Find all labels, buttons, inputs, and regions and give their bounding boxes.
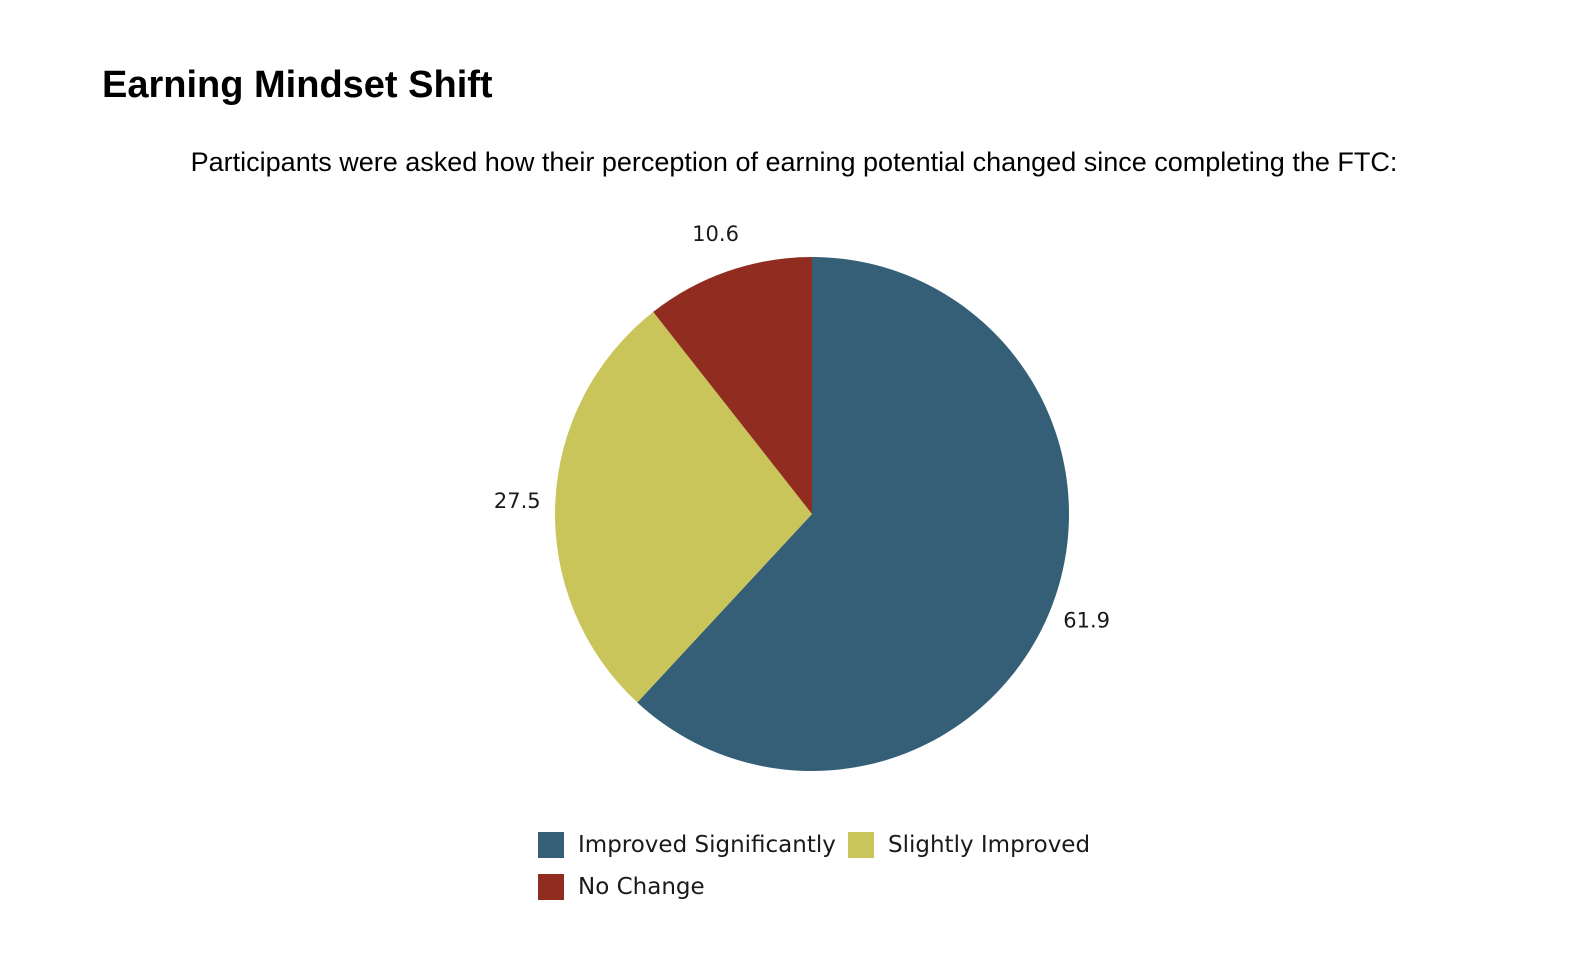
legend-label: Slightly Improved bbox=[888, 832, 1091, 858]
pie-value-labels: 61.9 27.5 10.6 bbox=[494, 222, 1110, 633]
legend-swatch bbox=[538, 874, 564, 900]
pie-value-label-improved-significantly: 61.9 bbox=[1063, 609, 1110, 633]
legend-swatch bbox=[848, 832, 874, 858]
legend-item-slightly-improved: Slightly Improved bbox=[848, 832, 1090, 858]
legend-swatch bbox=[538, 832, 564, 858]
chart-subtitle: Participants were asked how their percep… bbox=[190, 147, 1398, 177]
chart-title: Earning Mindset Shift bbox=[102, 64, 493, 106]
pie-slice-slightly-improved bbox=[555, 311, 812, 703]
legend-label: Improved Significantly bbox=[578, 832, 836, 858]
pie-slices bbox=[555, 257, 1069, 771]
pie-slice-improved-significantly bbox=[637, 257, 1069, 771]
legend-item-no-change: No Change bbox=[538, 874, 705, 900]
legend-item-improved-significantly: Improved Significantly bbox=[538, 832, 836, 858]
pie-value-label-slightly-improved: 27.5 bbox=[494, 489, 541, 513]
pie-slice-no-change bbox=[653, 257, 812, 514]
legend-label: No Change bbox=[578, 874, 705, 900]
pie-value-label-no-change: 10.6 bbox=[692, 222, 739, 246]
